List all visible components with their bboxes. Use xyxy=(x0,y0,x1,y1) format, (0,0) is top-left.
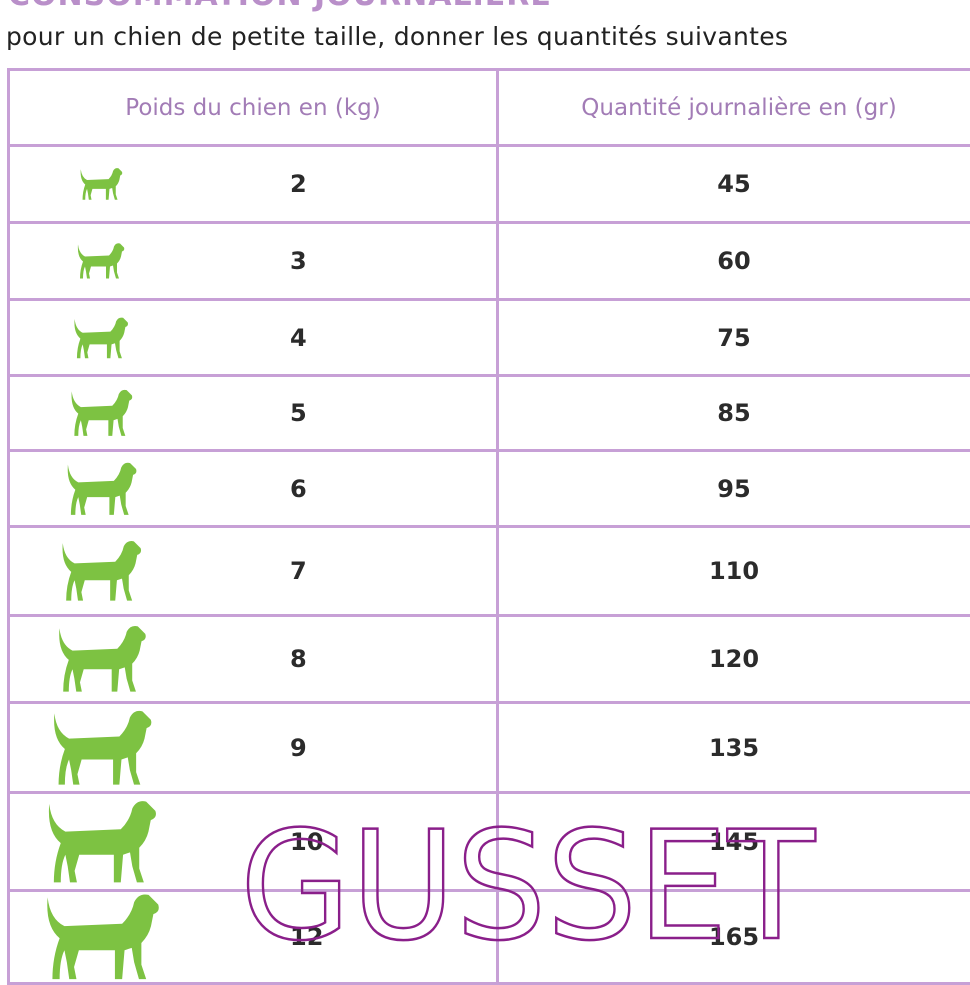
quantity-cell: 135 xyxy=(498,703,970,793)
table-row: 8 120 xyxy=(9,616,970,703)
dog-icon xyxy=(40,797,160,887)
quantity-cell: 145 xyxy=(498,793,970,891)
quantity-cell: 120 xyxy=(498,616,970,703)
header-weight: Poids du chien en (kg) xyxy=(9,70,498,146)
weight-value: 2 xyxy=(290,170,307,198)
table-row: 3 60 xyxy=(9,223,970,300)
weight-value: 10 xyxy=(290,828,323,856)
weight-cell: 4 xyxy=(9,300,498,376)
weight-value: 9 xyxy=(290,734,307,762)
quantity-cell: 75 xyxy=(498,300,970,376)
table-row: 9 135 xyxy=(9,703,970,793)
table-row: 6 95 xyxy=(9,451,970,527)
quantity-cell: 60 xyxy=(498,223,970,300)
quantity-cell: 165 xyxy=(498,891,970,984)
quantity-cell: 110 xyxy=(498,527,970,616)
weight-cell: 9 xyxy=(9,703,498,793)
weight-cell: 8 xyxy=(9,616,498,703)
dog-icon xyxy=(77,167,124,202)
dog-icon xyxy=(46,707,155,789)
weight-value: 8 xyxy=(290,645,307,673)
dog-icon xyxy=(38,890,163,984)
table-row: 10 145 xyxy=(9,793,970,891)
weight-cell: 12 xyxy=(9,891,498,984)
quantity-cell: 85 xyxy=(498,376,970,451)
weight-value: 3 xyxy=(290,247,307,275)
dog-icon xyxy=(62,460,139,518)
weight-cell: 3 xyxy=(9,223,498,300)
table-row: 4 75 xyxy=(9,300,970,376)
table-row: 2 45 xyxy=(9,146,970,223)
weight-cell: 10 xyxy=(9,793,498,891)
page-title: CONSOMMATION JOURNALIÈRE xyxy=(8,0,552,13)
dog-icon xyxy=(56,538,144,604)
dog-icon xyxy=(66,388,135,439)
quantity-cell: 95 xyxy=(498,451,970,527)
header-quantity: Quantité journalière en (gr) xyxy=(498,70,970,146)
table-row: 12 165 xyxy=(9,891,970,984)
dog-icon xyxy=(74,242,126,281)
dog-icon xyxy=(52,623,149,696)
weight-cell: 5 xyxy=(9,376,498,451)
dog-icon xyxy=(70,315,130,360)
weight-cell: 2 xyxy=(9,146,498,223)
consumption-table: Poids du chien en (kg) Quantité journali… xyxy=(7,68,970,985)
weight-value: 5 xyxy=(290,399,307,427)
weight-value: 6 xyxy=(290,475,307,503)
table-header-row: Poids du chien en (kg) Quantité journali… xyxy=(9,70,970,146)
weight-value: 12 xyxy=(290,923,323,951)
quantity-cell: 45 xyxy=(498,146,970,223)
weight-cell: 6 xyxy=(9,451,498,527)
table-row: 7 110 xyxy=(9,527,970,616)
weight-value: 4 xyxy=(290,324,307,352)
weight-value: 7 xyxy=(290,557,307,585)
weight-cell: 7 xyxy=(9,527,498,616)
page-subtitle: pour un chien de petite taille, donner l… xyxy=(6,22,788,51)
table-row: 5 85 xyxy=(9,376,970,451)
